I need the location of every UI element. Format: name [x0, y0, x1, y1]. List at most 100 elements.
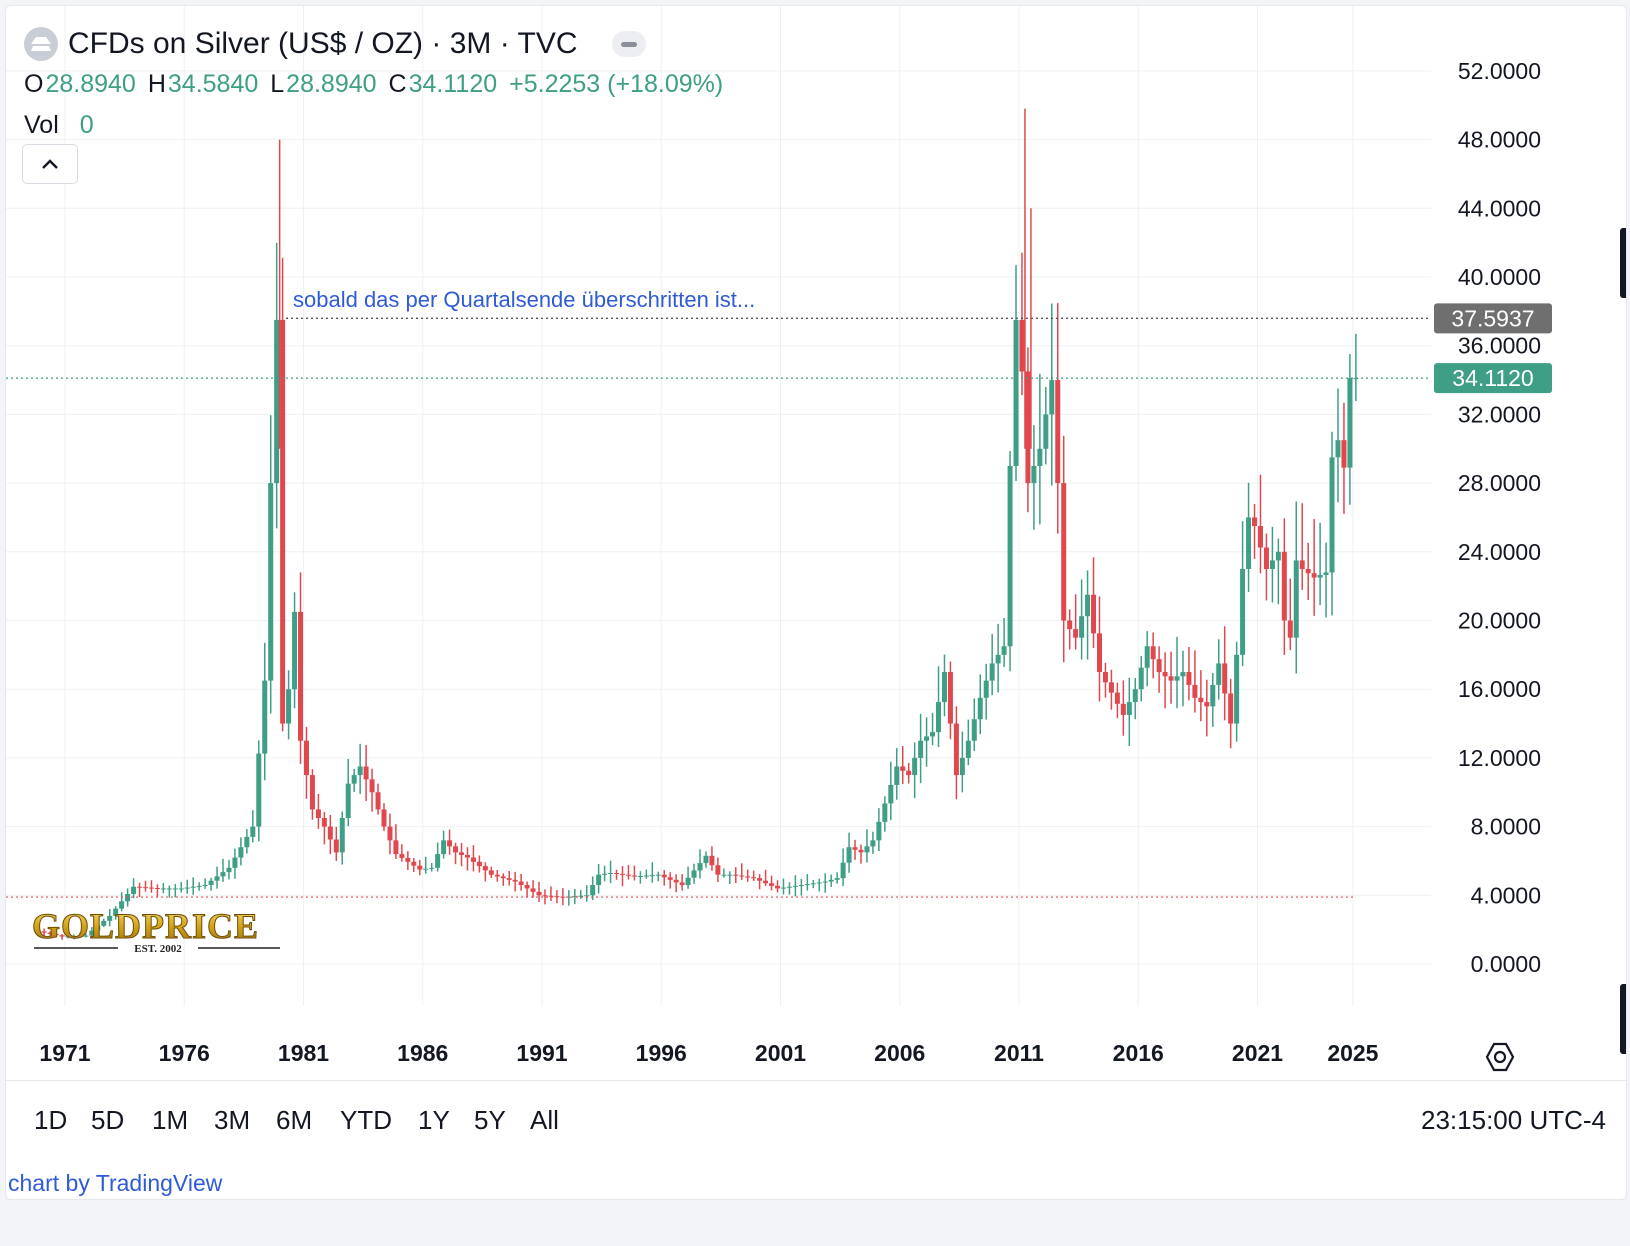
x-tick-label: 1986: [397, 1040, 448, 1066]
candle-body: [1043, 414, 1049, 449]
candle-body: [1204, 702, 1210, 707]
close-value: 34.1120: [408, 70, 498, 98]
candle-body: [1198, 697, 1204, 703]
candle-body: [393, 840, 399, 855]
minus-icon: [620, 41, 637, 47]
candle-body: [1067, 620, 1073, 630]
x-tick-label: 2006: [874, 1040, 925, 1066]
candle-body: [321, 818, 327, 827]
range-1m[interactable]: 1M: [152, 1105, 189, 1135]
candle-body: [918, 740, 924, 758]
range-6m[interactable]: 6M: [276, 1105, 313, 1135]
candle-body: [1085, 594, 1091, 617]
close-label: C: [388, 70, 407, 98]
silver-bar-icon: [24, 27, 58, 61]
hide-legend-button[interactable]: [611, 31, 646, 57]
candle-body: [894, 766, 900, 785]
candle-body: [423, 868, 429, 870]
candle-body: [977, 697, 983, 720]
candle-body: [113, 908, 119, 916]
x-tick-label: 2001: [755, 1040, 806, 1066]
candle-body: [268, 483, 274, 681]
candle-body: [1114, 692, 1120, 704]
candle-body: [983, 680, 989, 698]
candle-body: [494, 874, 500, 877]
candle-body: [649, 875, 655, 877]
candle-body: [303, 740, 309, 776]
candle-body: [619, 873, 625, 875]
candle-body: [518, 881, 524, 885]
candle-body: [77, 935, 83, 937]
range-3m[interactable]: 3M: [214, 1105, 251, 1135]
range-1y[interactable]: 1Y: [418, 1105, 450, 1135]
scroll-handle-upper[interactable]: [1620, 228, 1626, 298]
candle-body: [530, 888, 536, 892]
candle-body: [846, 847, 852, 863]
candle-body: [900, 766, 906, 771]
candle-body: [226, 867, 232, 873]
candle-body: [399, 854, 405, 858]
open-value: 28.8940: [45, 70, 136, 98]
candle-body: [637, 875, 643, 877]
candle-body: [506, 878, 512, 880]
change-value: +5.2253 (+18.09%): [509, 70, 724, 98]
candle-body: [858, 849, 864, 853]
candle-body: [1299, 560, 1305, 569]
candle-body: [1341, 440, 1347, 468]
range-1d[interactable]: 1D: [34, 1105, 68, 1135]
candle-body: [834, 878, 840, 880]
candle-body: [1132, 689, 1138, 703]
range-ytd[interactable]: YTD: [340, 1105, 392, 1135]
candle-body: [965, 740, 971, 758]
collapse-legend-button[interactable]: [22, 144, 78, 184]
candle-body: [769, 883, 775, 886]
price-chart[interactable]: 37.5937 34.1120 52.0000 48.0000 44.0000 40.0…: [6, 6, 1626, 1080]
candle-body: [572, 896, 578, 898]
candle-body: [596, 874, 602, 885]
x-tick-label: 1971: [39, 1040, 90, 1066]
range-all[interactable]: All: [530, 1105, 559, 1135]
candle-body: [137, 886, 143, 888]
candle-body: [298, 611, 304, 741]
candle-body: [208, 880, 214, 885]
candle-body: [775, 885, 781, 889]
tradingview-attribution[interactable]: chart by TradingView: [8, 1170, 223, 1196]
volume-value: 0: [79, 111, 94, 139]
x-tick-label: 2011: [994, 1040, 1044, 1066]
candle-body: [244, 836, 250, 848]
candle-body: [1138, 667, 1144, 690]
candle-body: [602, 873, 608, 875]
scroll-handle-lower[interactable]: [1620, 984, 1626, 1054]
candle-body: [936, 702, 942, 733]
candle-body: [333, 839, 339, 853]
logo-est: EST. 2002: [134, 943, 182, 955]
candle-body: [464, 854, 470, 858]
y-tick-label: 16.0000: [1458, 676, 1541, 702]
candle-body: [232, 857, 238, 868]
candle-body: [1102, 672, 1108, 683]
candle-body: [715, 865, 721, 875]
candle-body: [798, 884, 804, 886]
candle-body: [780, 887, 786, 889]
settings-icon[interactable]: [1484, 1041, 1516, 1078]
candle-body: [369, 779, 375, 793]
candle-body: [1001, 646, 1007, 655]
candle-body: [131, 886, 137, 895]
candle-body: [262, 680, 268, 754]
candle-body: [339, 818, 345, 853]
candle-body: [59, 935, 65, 937]
low-label: L: [270, 70, 285, 98]
candles: [41, 108, 1359, 940]
candle-body: [1144, 646, 1150, 668]
x-tick-label: 1991: [516, 1040, 567, 1066]
clock[interactable]: 23:15:00 UTC-4: [1421, 1105, 1606, 1135]
symbol-title[interactable]: CFDs on Silver (US$ / OZ) · 3M · TVC: [68, 27, 578, 60]
candle-body: [512, 879, 518, 882]
candle-body: [816, 882, 822, 884]
candle-body: [524, 884, 530, 889]
range-5d[interactable]: 5D: [91, 1105, 125, 1135]
high-label: H: [147, 70, 166, 98]
range-5y[interactable]: 5Y: [474, 1105, 506, 1135]
candle-body: [1257, 526, 1263, 548]
y-tick-label: 0.0000: [1471, 951, 1541, 977]
